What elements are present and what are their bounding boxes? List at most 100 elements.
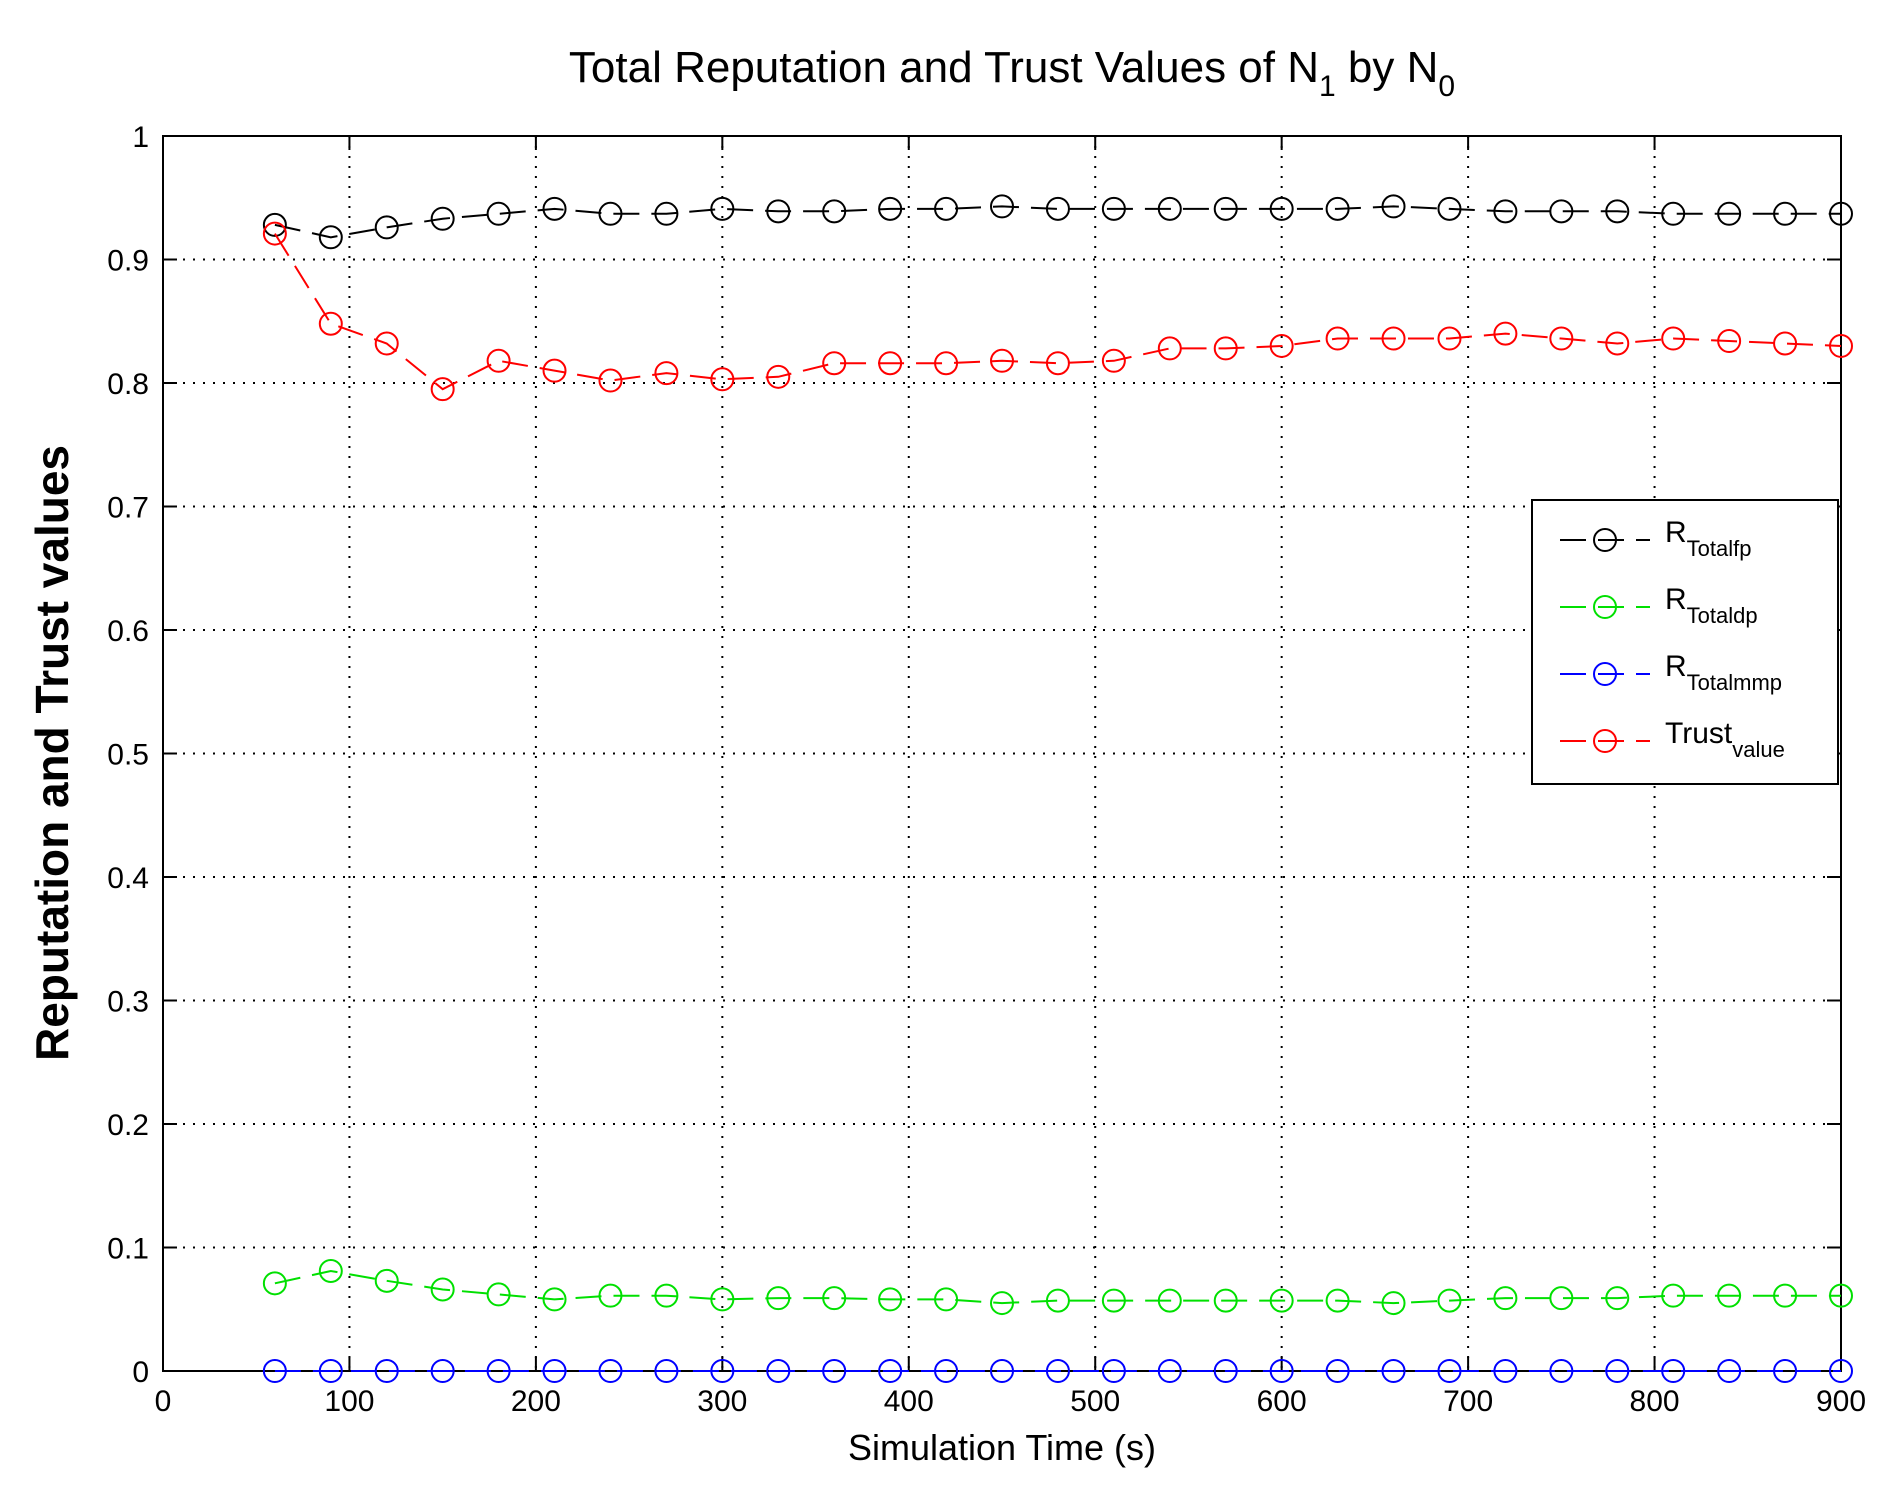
data-point [430,206,455,231]
x-tick-label: 500 [1070,1385,1120,1418]
y-tick-label: 1 [132,121,149,154]
data-point [990,194,1014,219]
data-point [1269,196,1294,221]
x-axis-label: Simulation Time (s) [848,1427,1156,1468]
data-point [990,1359,1014,1383]
data-point [934,196,959,221]
y-tick-label: 0.2 [107,1109,149,1142]
data-point [1381,326,1406,351]
data-point [878,1287,903,1312]
data-point [1101,348,1126,373]
series-line [274,233,1842,391]
data-point [766,1359,791,1383]
data-point [1045,1288,1070,1313]
data-point [934,351,959,376]
legend-label: RTotalmmp [1665,650,1782,695]
data-point [1549,326,1574,351]
data-point [1493,1286,1518,1311]
series-line [274,205,1841,239]
data-point [1773,1359,1798,1383]
data-point [1829,333,1853,358]
legend-label: RTotaldp [1665,583,1758,628]
data-point [1605,1286,1630,1311]
legend-entry: Trustvalue [1560,717,1785,762]
data-point [1101,1288,1126,1313]
series-totalfp [262,194,1853,250]
series-totalmmp [262,1359,1853,1383]
data-point [1493,1359,1518,1383]
data-point [710,1359,735,1383]
y-tick-label: 0.5 [107,739,149,772]
x-tick-label: 400 [884,1385,934,1418]
data-point [430,1359,455,1383]
data-point [766,364,791,389]
data-point [1773,1283,1798,1308]
data-point [430,377,455,402]
series-value [262,221,1853,402]
data-point [1717,1283,1742,1308]
y-tick-label: 0.3 [107,986,149,1019]
data-point [262,1359,287,1383]
data-point [1493,321,1518,346]
legend: RTotalfp RTotaldp RTotalmmp Trustvalue [1531,499,1839,785]
data-point [1213,336,1238,361]
data-point [654,1359,679,1383]
data-point [822,351,847,376]
data-point [262,1271,287,1296]
data-point [766,1286,791,1311]
data-point [1605,1359,1630,1383]
legend-marker [1593,595,1617,619]
data-point [374,215,399,240]
data-point [598,1283,623,1308]
data-point [1157,1288,1182,1313]
data-point [878,196,903,221]
data-point [1605,331,1630,356]
y-tick-label: 0.8 [107,368,149,401]
x-tick-label: 700 [1443,1385,1493,1418]
data-point [318,1359,343,1383]
x-tick-label: 900 [1816,1385,1866,1418]
legend-box [1531,499,1839,785]
legend-entry: RTotalfp [1560,516,1752,561]
data-point [1213,1359,1238,1383]
series-totaldp [262,1258,1853,1316]
data-point [822,1286,847,1311]
x-tick-label: 200 [511,1385,561,1418]
series-line [274,1269,1841,1305]
data-point [934,1287,959,1312]
x-tick-label: 0 [155,1385,172,1418]
data-point [1437,326,1462,351]
data-point [1437,1288,1462,1313]
data-point [1661,1359,1686,1383]
data-point [1661,326,1686,351]
data-point [1157,336,1182,361]
data-point [486,1282,511,1307]
legend-label: Trustvalue [1665,717,1785,762]
data-point [1773,331,1798,356]
y-tick-label: 0.1 [107,1233,149,1266]
x-tick-label: 100 [324,1385,374,1418]
y-axis-label: Reputation and Trust values [26,445,78,1061]
data-point [990,348,1014,373]
data-point [1661,201,1686,226]
data-point [542,1359,567,1383]
data-point [1269,1359,1294,1383]
data-point [934,1359,959,1383]
legend-marker [1593,662,1617,686]
data-point [654,361,679,386]
data-point [1325,196,1350,221]
data-point [654,201,679,226]
data-point [1045,196,1070,221]
data-point [430,1277,455,1302]
data-point [318,1258,343,1283]
data-point [318,311,343,336]
data-point [1829,1283,1853,1308]
data-point [598,201,623,226]
data-point [990,1291,1014,1316]
data-point [1101,1359,1126,1383]
data-point [1213,196,1238,221]
data-point [486,1359,511,1383]
data-point [878,1359,903,1383]
data-point [1325,326,1350,351]
